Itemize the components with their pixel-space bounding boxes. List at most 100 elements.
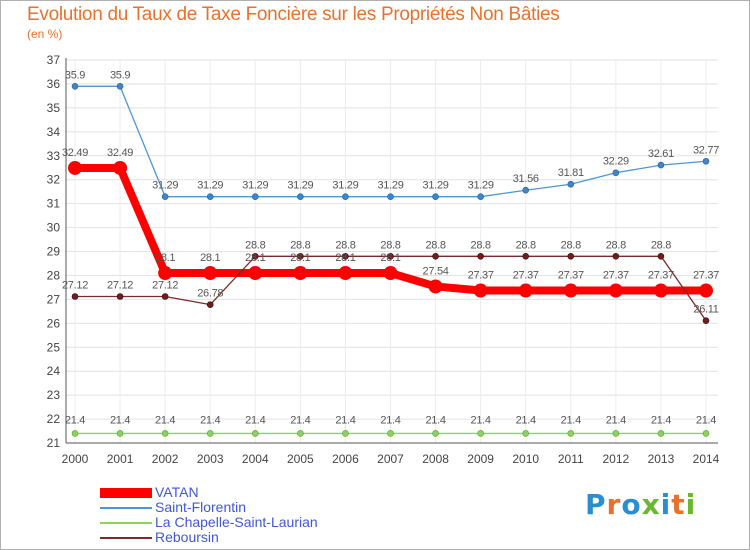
data-point (657, 252, 665, 260)
data-label: 31.29 (197, 180, 223, 192)
x-tick-label: 2007 (377, 452, 404, 466)
data-point (612, 169, 620, 177)
data-point (702, 157, 710, 165)
data-label: 21.4 (110, 414, 130, 426)
data-label: 32.49 (107, 147, 133, 159)
x-tick-label: 2012 (603, 452, 630, 466)
data-label: 21.4 (561, 414, 581, 426)
chart-title: Evolution du Taux de Taxe Foncière sur l… (27, 4, 560, 25)
data-point (71, 430, 79, 437)
y-tick-label: 34 (47, 125, 61, 139)
legend-item: La Chapelle-Saint-Laurian (100, 515, 360, 530)
data-point (116, 293, 124, 300)
legend-swatch (100, 488, 152, 498)
data-label: 28.8 (471, 239, 491, 251)
x-tick-label: 2014 (693, 452, 720, 466)
data-label: 21.4 (155, 414, 175, 426)
logo-letter: o (621, 488, 642, 521)
data-point (387, 430, 394, 437)
x-tick-label: 2005 (287, 452, 314, 466)
x-tick-label: 2002 (152, 452, 179, 466)
y-tick-label: 25 (47, 340, 61, 354)
logo-letter: x (641, 488, 661, 521)
data-label: 32.61 (648, 148, 674, 160)
legend-swatch (100, 522, 152, 524)
data-point (251, 193, 259, 200)
data-point (477, 193, 484, 200)
data-label: 31.29 (332, 180, 358, 192)
data-point (702, 317, 710, 324)
x-tick-label: 2004 (242, 452, 269, 466)
data-label: 21.4 (651, 414, 671, 426)
data-label: 31.81 (558, 167, 584, 179)
data-point (657, 161, 665, 169)
data-label: 26.11 (693, 304, 718, 316)
data-label: 21.4 (245, 414, 265, 426)
data-label: 27.12 (62, 280, 88, 292)
data-point (161, 293, 169, 300)
x-tick-label: 2006 (332, 452, 359, 466)
data-point (473, 283, 488, 298)
data-point (342, 193, 349, 200)
data-point (297, 430, 304, 437)
y-tick-label: 32 (47, 173, 61, 187)
y-tick-label: 22 (47, 412, 61, 426)
x-tick-label: 2011 (558, 452, 584, 466)
data-label: 27.37 (693, 270, 719, 282)
y-tick-label: 30 (47, 221, 61, 235)
data-point (71, 83, 79, 90)
data-point (251, 430, 259, 437)
data-point (293, 266, 308, 281)
logo-letter: t (671, 488, 686, 521)
data-point (699, 283, 713, 298)
y-tick-label: 33 (47, 149, 61, 163)
data-point (383, 266, 398, 281)
legend-swatch (100, 507, 152, 509)
legend-label: Saint-Florentin (155, 499, 247, 515)
data-point (248, 266, 263, 281)
data-point (432, 252, 439, 260)
data-point (612, 430, 620, 437)
data-label: 28.8 (245, 239, 265, 251)
data-point (428, 279, 443, 294)
legend-item: Reboursin (100, 530, 360, 545)
data-point (342, 430, 349, 437)
legend-label: La Chapelle-Saint-Laurian (155, 514, 318, 530)
data-label: 31.29 (287, 180, 313, 192)
legend-swatch (100, 537, 152, 539)
data-point (161, 193, 169, 200)
data-label: 28.1 (290, 252, 310, 264)
data-point (522, 186, 530, 194)
data-label: 28.1 (200, 252, 220, 264)
data-point (342, 252, 349, 260)
data-label: 21.4 (696, 414, 716, 426)
data-point (338, 266, 353, 281)
data-label: 27.37 (648, 270, 674, 282)
data-label: 27.37 (513, 270, 539, 282)
data-point (702, 430, 710, 437)
data-point (522, 430, 530, 437)
data-point (653, 283, 668, 298)
x-tick-label: 2003 (197, 452, 224, 466)
data-label: 27.54 (423, 265, 449, 277)
data-point (158, 266, 173, 281)
logo-letter: i (685, 488, 697, 521)
data-label: 27.37 (603, 270, 629, 282)
logo-letter: i (660, 488, 672, 521)
data-point (563, 283, 578, 298)
data-label: 27.37 (468, 270, 494, 282)
y-tick-label: 23 (47, 388, 61, 402)
data-point (206, 430, 214, 437)
data-label: 21.4 (65, 414, 85, 426)
legend-label: VATAN (155, 484, 199, 500)
y-tick-label: 28 (47, 268, 61, 282)
data-label: 28.1 (380, 252, 400, 264)
data-label: 32.49 (62, 147, 88, 159)
logo-letter: r (606, 488, 622, 521)
data-label: 28.8 (651, 239, 671, 251)
data-label: 28.8 (561, 239, 581, 251)
data-point (432, 430, 439, 437)
x-tick-label: 2009 (467, 452, 494, 466)
x-tick-label: 2001 (107, 452, 134, 466)
